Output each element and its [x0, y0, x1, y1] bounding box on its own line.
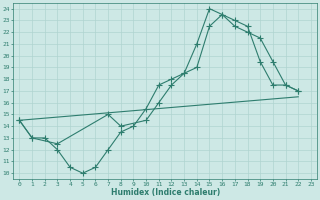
- X-axis label: Humidex (Indice chaleur): Humidex (Indice chaleur): [110, 188, 220, 197]
